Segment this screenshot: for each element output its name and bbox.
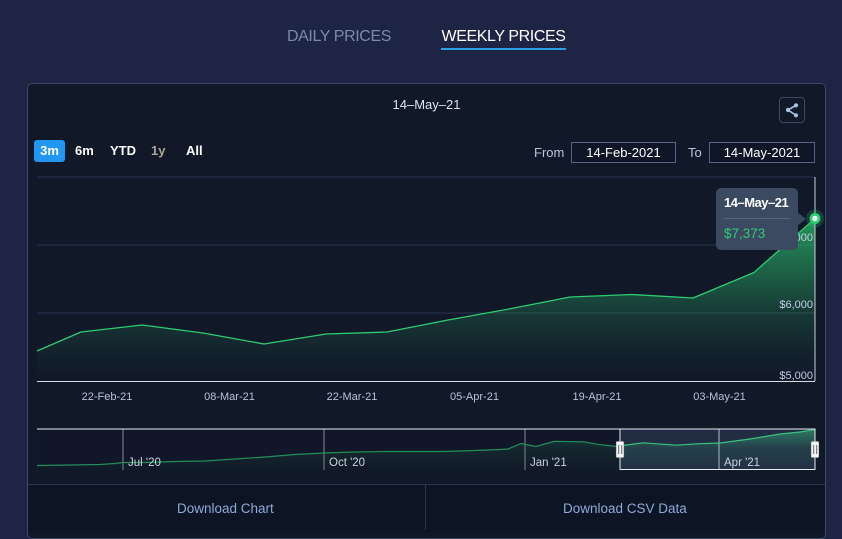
svg-text:03-May-21: 03-May-21 <box>693 391 746 403</box>
svg-text:19-Apr-21: 19-Apr-21 <box>573 391 622 403</box>
svg-text:Oct '20: Oct '20 <box>329 457 365 469</box>
svg-text:08-Mar-21: 08-Mar-21 <box>204 391 255 403</box>
svg-text:Apr '21: Apr '21 <box>724 457 760 469</box>
svg-text:$5,000: $5,000 <box>779 370 813 382</box>
svg-text:22-Mar-21: 22-Mar-21 <box>327 391 378 403</box>
svg-text:22-Feb-21: 22-Feb-21 <box>82 391 133 403</box>
svg-text:$6,000: $6,000 <box>779 299 813 311</box>
svg-text:Jan '21: Jan '21 <box>530 457 567 469</box>
svg-text:Jul '20: Jul '20 <box>128 457 161 469</box>
svg-text:05-Apr-21: 05-Apr-21 <box>450 391 499 403</box>
